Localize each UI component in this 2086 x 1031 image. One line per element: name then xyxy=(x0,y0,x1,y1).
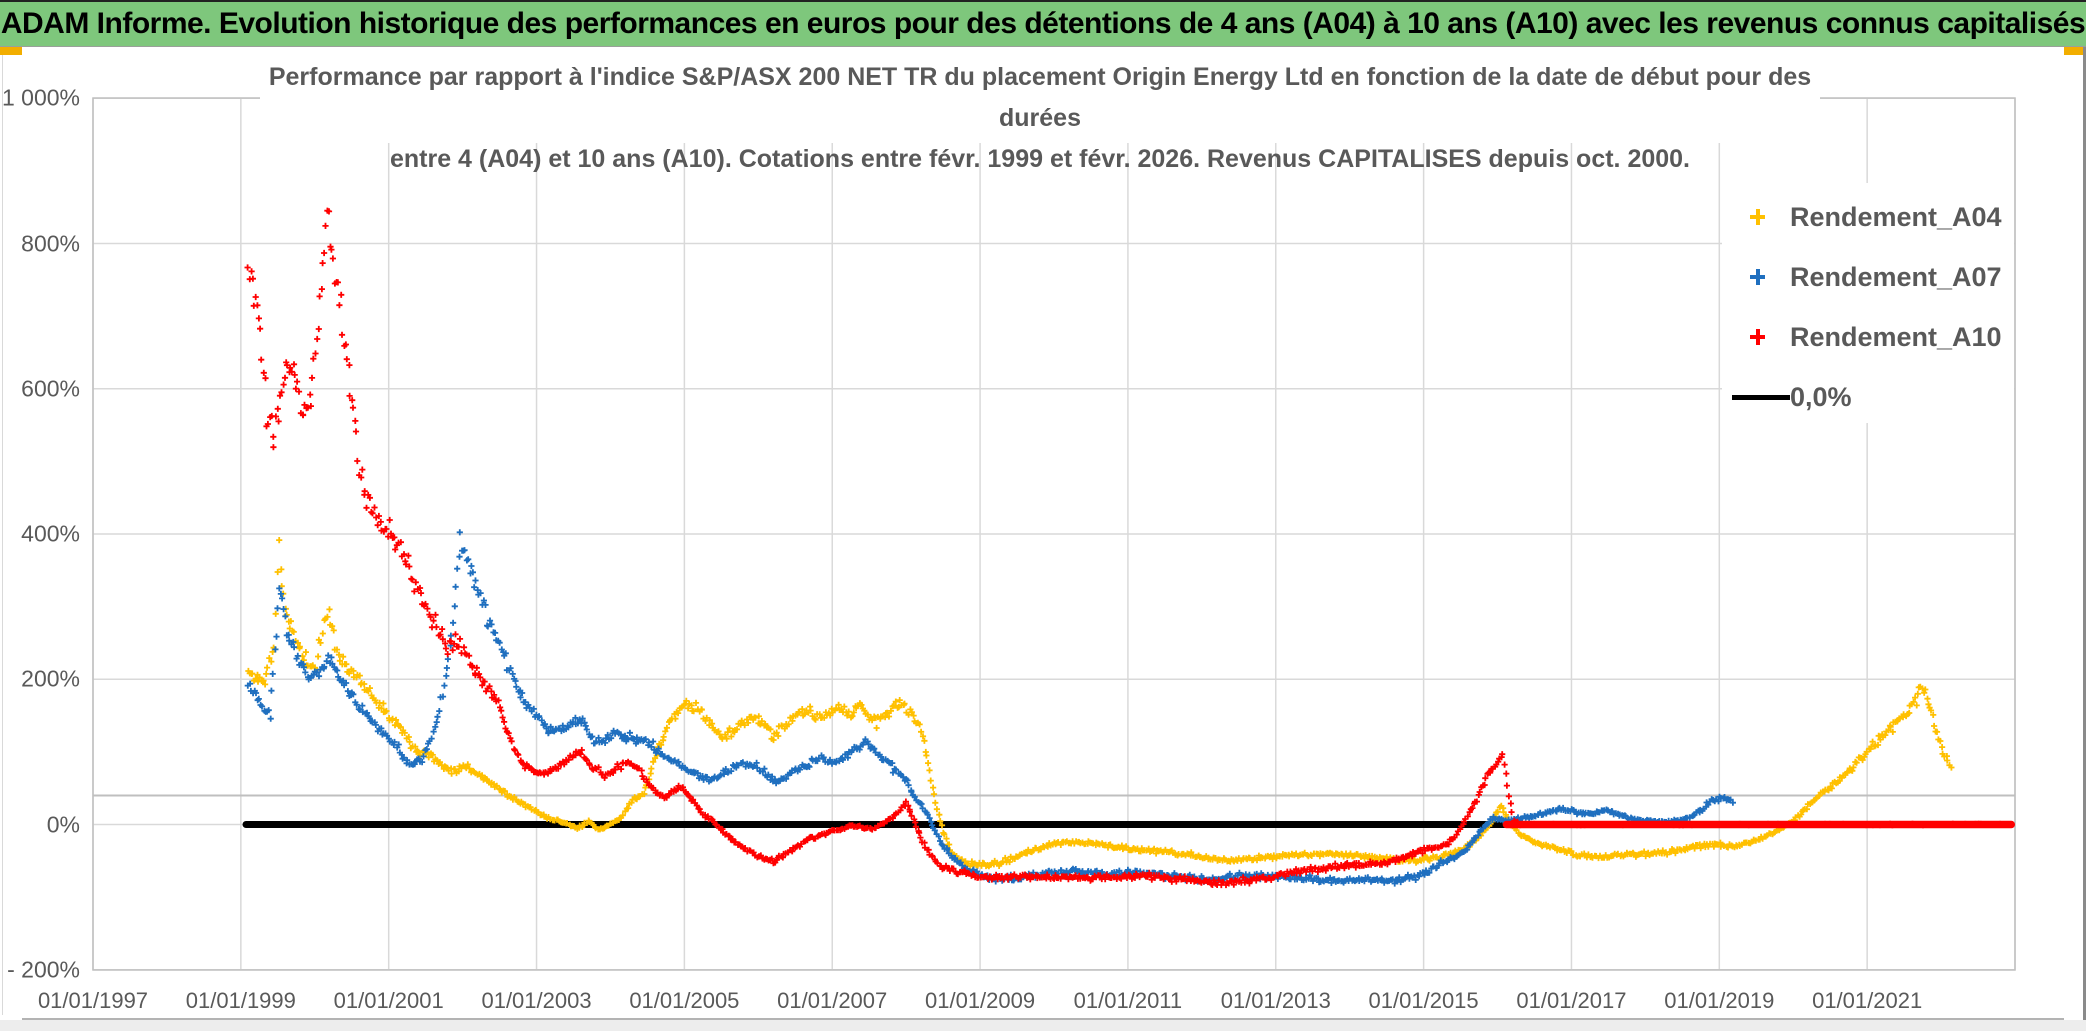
x-tick-label: 01/01/2005 xyxy=(629,988,740,1013)
x-tick-label: 01/01/2019 xyxy=(1664,988,1775,1013)
x-tick-label: 01/01/2003 xyxy=(481,988,592,1013)
x-tick-label: 01/01/2001 xyxy=(333,988,444,1013)
x-tick-label: 01/01/2017 xyxy=(1516,988,1627,1013)
x-tick-label: 01/01/2011 xyxy=(1073,988,1183,1013)
legend-label: Rendement_A10 xyxy=(1790,321,2002,352)
legend-item-rendement-a10: Rendement_A10 xyxy=(1722,317,2014,357)
x-tick-label: 01/01/1999 xyxy=(185,988,296,1013)
x-tick-label: 01/01/2007 xyxy=(777,988,888,1013)
app-title-bar: ADAM Informe. Evolution historique des p… xyxy=(0,0,2086,47)
page-bottom-band xyxy=(0,1020,2086,1031)
x-tick-label: 01/01/1997 xyxy=(37,988,149,1013)
y-tick-label: 0% xyxy=(46,811,80,837)
legend-item-rendement-a07: Rendement_A07 xyxy=(1722,257,2014,297)
legend-item-rendement-a04: Rendement_A04 xyxy=(1722,197,2014,237)
legend: Rendement_A04 Rendement_A07 Rendement_A10 0… xyxy=(1722,183,2014,423)
gold-accent-top-right xyxy=(2064,47,2086,55)
gold-accent-top-left xyxy=(0,47,22,55)
legend-line-swatch xyxy=(1722,377,1790,417)
x-tick-label: 01/01/2013 xyxy=(1220,988,1331,1013)
y-tick-label: - 200% xyxy=(7,956,80,983)
legend-label: Rendement_A04 xyxy=(1790,201,2002,232)
y-tick-label: 400% xyxy=(21,520,80,547)
chart-title: Performance par rapport à l'indice S&P/A… xyxy=(260,57,1820,173)
legend-plus-icon xyxy=(1722,317,1790,357)
legend-label: 0,0% xyxy=(1790,381,1852,412)
legend-plus-icon xyxy=(1722,257,1790,297)
legend-plus-icon xyxy=(1722,197,1790,237)
page-left-border xyxy=(2,55,3,1015)
chart-title-line1: Performance par rapport à l'indice S&P/A… xyxy=(268,63,1812,132)
page-right-border xyxy=(2083,47,2086,1031)
page-title: ADAM Informe. Evolution historique des p… xyxy=(0,7,2086,40)
x-tick-label: 01/01/2009 xyxy=(925,988,1036,1013)
y-tick-label: 200% xyxy=(21,665,80,692)
y-tick-label: 800% xyxy=(21,230,80,257)
x-tick-label: 01/01/2021 xyxy=(1812,988,1923,1013)
x-tick-label: 01/01/2015 xyxy=(1368,988,1479,1013)
chart-title-line2: entre 4 (A04) et 10 ans (A10). Cotations… xyxy=(389,145,1691,173)
y-tick-label: 1 000% xyxy=(1,84,80,111)
page-bottom-border xyxy=(22,1018,2064,1020)
y-tick-label: 600% xyxy=(21,375,80,402)
legend-label: Rendement_A07 xyxy=(1790,261,2002,292)
legend-item-0-0-: 0,0% xyxy=(1722,377,2014,417)
